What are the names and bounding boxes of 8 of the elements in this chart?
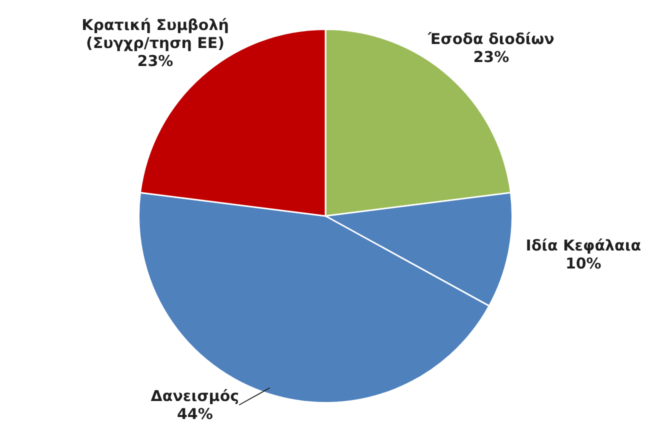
data-label: 44%	[176, 404, 213, 423]
data-label: 10%	[565, 254, 602, 273]
data-label: 23%	[473, 48, 510, 66]
slice-label: Ιδία Κεφάλαια	[526, 236, 641, 255]
slice-label: Κρατική Συμβολή (Συγχρ/τηση ΕΕ)	[82, 16, 229, 52]
slice-label: Δανεισμός	[150, 386, 240, 405]
slice-label: Έσοδα διοδίων	[426, 30, 554, 48]
data-label: 23%	[137, 52, 174, 70]
